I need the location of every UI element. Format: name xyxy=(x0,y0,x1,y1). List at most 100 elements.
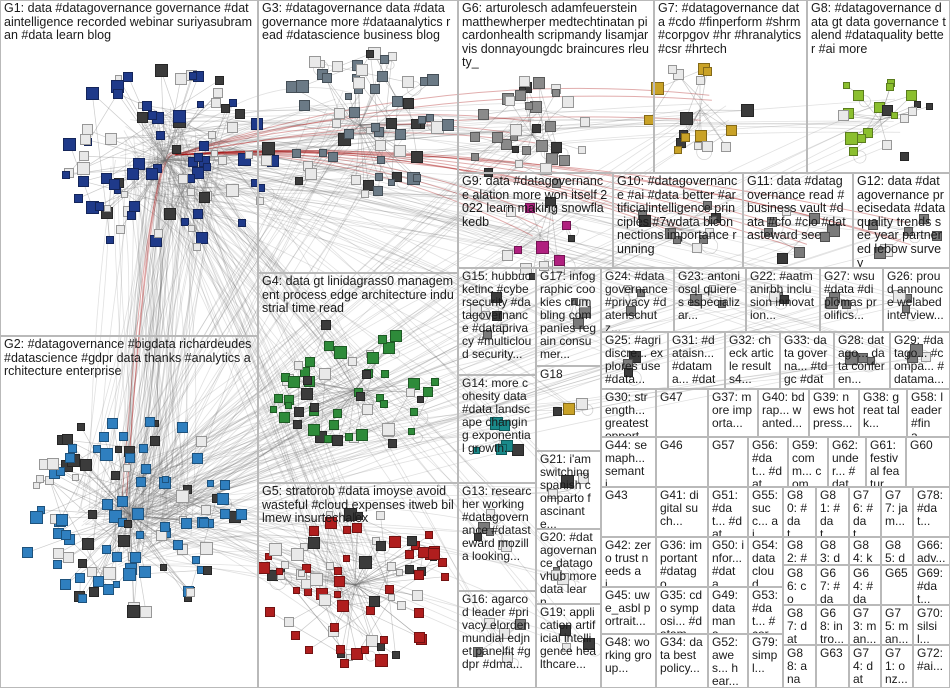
vertex-thumbnail[interactable] xyxy=(708,285,716,292)
vertex-thumbnail[interactable] xyxy=(578,146,587,155)
vertex-thumbnail[interactable] xyxy=(505,206,516,217)
vertex-thumbnail[interactable] xyxy=(515,619,527,630)
vertex-thumbnail[interactable] xyxy=(363,180,375,192)
vertex-thumbnail[interactable] xyxy=(105,132,118,145)
vertex-thumbnail[interactable] xyxy=(220,508,231,519)
vertex-thumbnail[interactable] xyxy=(265,553,273,561)
vertex-thumbnail[interactable] xyxy=(144,416,155,427)
vertex-thumbnail[interactable] xyxy=(741,104,755,117)
vertex-thumbnail[interactable] xyxy=(293,419,302,429)
vertex-thumbnail[interactable] xyxy=(375,140,387,152)
vertex-thumbnail[interactable] xyxy=(873,246,886,259)
vertex-thumbnail[interactable] xyxy=(95,202,105,212)
vertex-thumbnail[interactable] xyxy=(269,542,283,556)
vertex-thumbnail[interactable] xyxy=(154,229,164,238)
vertex-thumbnail[interactable] xyxy=(180,218,189,227)
vertex-thumbnail[interactable] xyxy=(413,631,425,643)
vertex-thumbnail[interactable] xyxy=(146,167,159,180)
vertex-thumbnail[interactable] xyxy=(369,595,381,607)
vertex-thumbnail[interactable] xyxy=(473,646,484,657)
vertex-thumbnail[interactable] xyxy=(87,567,97,577)
vertex-thumbnail[interactable] xyxy=(408,428,416,435)
vertex-thumbnail[interactable] xyxy=(899,114,909,124)
vertex-thumbnail[interactable] xyxy=(77,175,89,187)
vertex-thumbnail[interactable] xyxy=(72,473,80,481)
vertex-thumbnail[interactable] xyxy=(365,635,378,648)
vertex-thumbnail[interactable] xyxy=(573,317,585,329)
vertex-thumbnail[interactable] xyxy=(551,88,560,97)
vertex-thumbnail[interactable] xyxy=(362,404,374,416)
vertex-thumbnail[interactable] xyxy=(197,101,205,109)
vertex-thumbnail[interactable] xyxy=(473,446,481,454)
vertex-thumbnail[interactable] xyxy=(910,344,924,358)
vertex-thumbnail[interactable] xyxy=(299,100,310,112)
vertex-thumbnail[interactable] xyxy=(321,73,332,84)
vertex-thumbnail[interactable] xyxy=(336,645,345,654)
vertex-thumbnail[interactable] xyxy=(367,352,380,365)
vertex-thumbnail[interactable] xyxy=(88,586,99,597)
vertex-thumbnail[interactable] xyxy=(673,235,682,244)
vertex-thumbnail[interactable] xyxy=(484,617,496,629)
vertex-thumbnail[interactable] xyxy=(132,508,145,520)
vertex-thumbnail[interactable] xyxy=(67,444,77,454)
vertex-thumbnail[interactable] xyxy=(336,599,349,612)
vertex-thumbnail[interactable] xyxy=(87,509,97,519)
vertex-thumbnail[interactable] xyxy=(695,129,708,142)
vertex-thumbnail[interactable] xyxy=(389,329,402,342)
vertex-thumbnail[interactable] xyxy=(515,160,523,169)
vertex-thumbnail[interactable] xyxy=(906,90,918,102)
vertex-thumbnail[interactable] xyxy=(302,563,312,573)
vertex-thumbnail[interactable] xyxy=(478,108,490,120)
vertex-thumbnail[interactable] xyxy=(332,61,343,73)
vertex-thumbnail[interactable] xyxy=(102,583,114,595)
vertex-thumbnail[interactable] xyxy=(191,452,203,464)
vertex-thumbnail[interactable] xyxy=(638,215,651,228)
vertex-thumbnail[interactable] xyxy=(61,529,72,540)
vertex-thumbnail[interactable] xyxy=(500,323,509,332)
vertex-thumbnail[interactable] xyxy=(136,477,146,488)
vertex-thumbnail[interactable] xyxy=(342,555,350,563)
vertex-thumbnail[interactable] xyxy=(331,435,343,446)
vertex-thumbnail[interactable] xyxy=(577,473,589,484)
vertex-thumbnail[interactable] xyxy=(379,54,389,64)
vertex-thumbnail[interactable] xyxy=(101,173,113,185)
vertex-thumbnail[interactable] xyxy=(260,154,272,166)
vertex-thumbnail[interactable] xyxy=(673,69,685,80)
vertex-thumbnail[interactable] xyxy=(914,100,922,108)
vertex-thumbnail[interactable] xyxy=(708,215,717,224)
vertex-thumbnail[interactable] xyxy=(369,84,380,95)
vertex-thumbnail[interactable] xyxy=(356,64,369,77)
vertex-thumbnail[interactable] xyxy=(793,247,805,258)
vertex-thumbnail[interactable] xyxy=(325,562,334,571)
vertex-thumbnail[interactable] xyxy=(417,115,426,124)
vertex-thumbnail[interactable] xyxy=(319,368,332,381)
vertex-thumbnail[interactable] xyxy=(425,113,434,122)
vertex-thumbnail[interactable] xyxy=(308,424,320,437)
vertex-thumbnail[interactable] xyxy=(862,127,873,138)
vertex-thumbnail[interactable] xyxy=(380,399,388,408)
vertex-thumbnail[interactable] xyxy=(535,140,548,153)
vertex-thumbnail[interactable] xyxy=(172,540,183,550)
vertex-thumbnail[interactable] xyxy=(525,202,536,213)
vertex-thumbnail[interactable] xyxy=(302,375,312,385)
vertex-thumbnail[interactable] xyxy=(129,552,141,564)
vertex-thumbnail[interactable] xyxy=(545,120,557,132)
vertex-thumbnail[interactable] xyxy=(291,547,305,561)
vertex-thumbnail[interactable] xyxy=(440,572,449,581)
vertex-thumbnail[interactable] xyxy=(77,161,91,175)
vertex-thumbnail[interactable] xyxy=(376,70,388,82)
vertex-thumbnail[interactable] xyxy=(350,174,361,185)
vertex-thumbnail[interactable] xyxy=(392,171,402,182)
vertex-thumbnail[interactable] xyxy=(386,118,398,130)
vertex-thumbnail[interactable] xyxy=(679,112,693,126)
vertex-thumbnail[interactable] xyxy=(202,565,212,575)
vertex-thumbnail[interactable] xyxy=(539,162,552,175)
vertex-thumbnail[interactable] xyxy=(147,111,157,121)
vertex-thumbnail[interactable] xyxy=(492,131,504,143)
vertex-thumbnail[interactable] xyxy=(370,122,380,132)
vertex-thumbnail[interactable] xyxy=(509,123,522,136)
vertex-thumbnail[interactable] xyxy=(334,108,346,120)
vertex-thumbnail[interactable] xyxy=(284,616,294,627)
vertex-thumbnail[interactable] xyxy=(324,434,332,443)
vertex-thumbnail[interactable] xyxy=(22,546,34,558)
